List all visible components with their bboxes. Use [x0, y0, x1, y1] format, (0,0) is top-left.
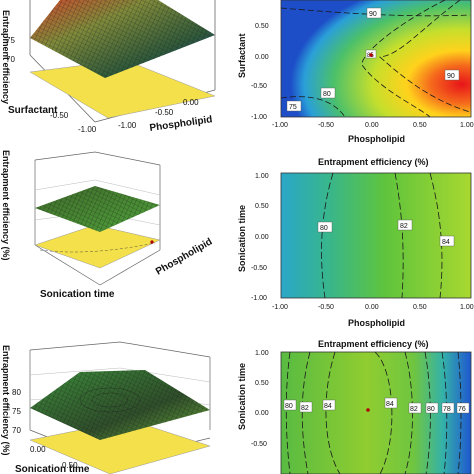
- panel-middle-right-contour: Entrapment efficiency (%) 80 82 84 1.00 …: [237, 157, 474, 328]
- z-axis-label: Entrapment efficiency: [1, 10, 11, 104]
- contour-line: [441, 351, 448, 474]
- z-tick: 75: [6, 36, 15, 45]
- y-axis-label: Sonication time: [40, 289, 115, 300]
- y-tick: 0.00: [255, 234, 269, 241]
- x-tick: 0.00: [183, 98, 199, 107]
- design-point-marker: [369, 53, 373, 57]
- y-tick: -1.00: [251, 295, 267, 302]
- panel-bottom-left-surface: 80 75 70 Entrapment efficiency (%) 0.00 …: [1, 341, 211, 474]
- x-tick: 0.50: [62, 461, 78, 470]
- panel-top-right-contour: 90 85 90 80 75 0.50 0.00 -0.50 -1.00 Sur…: [237, 0, 474, 144]
- y-axis-label: Surfactant: [8, 105, 58, 116]
- y-tick: 0.50: [255, 203, 269, 210]
- contour-line: [301, 351, 311, 474]
- y-axis-label: Sonication time: [237, 363, 247, 430]
- z-axis-label: Entrapment efficiency (%): [1, 345, 11, 456]
- contour-label: 90: [369, 11, 377, 18]
- chart-title: Entrapment efficiency (%): [318, 339, 429, 349]
- contour-line: [424, 351, 431, 474]
- contour-label: 84: [386, 401, 394, 408]
- x-tick: -0.50: [155, 108, 174, 117]
- contour-label: 75: [289, 104, 297, 111]
- x-axis-label: Phospholipid: [348, 134, 405, 144]
- contour-field: [280, 172, 472, 299]
- contour-line: [404, 351, 413, 474]
- y-tick: 1.00: [255, 173, 269, 180]
- contour-field: [280, 351, 472, 474]
- z-tick: 70: [12, 426, 21, 435]
- x-axis-label: Phospholipid: [154, 236, 214, 277]
- y-tick: 1.00: [255, 350, 269, 357]
- y-axis-label: Sonication time: [237, 205, 247, 272]
- x-axis-label: Phospholipid: [348, 318, 405, 328]
- panel-middle-left-surface: Entrapment efficiency (%) Sonication tim…: [1, 150, 214, 300]
- x-tick: 1.00: [460, 122, 474, 129]
- contour-line: [285, 351, 291, 474]
- contour-label: 80: [320, 225, 328, 232]
- x-tick: 0.00: [30, 445, 46, 454]
- x-tick: 0.00: [365, 304, 379, 311]
- design-point-marker: [366, 408, 370, 412]
- y-tick: -1.00: [78, 125, 97, 134]
- x-tick: 1.00: [460, 304, 474, 311]
- z-axis-label: Entrapment efficiency (%): [1, 150, 11, 261]
- x-tick: -1.00: [272, 304, 288, 311]
- contour-label: 82: [301, 405, 309, 412]
- design-point-marker: [150, 240, 154, 244]
- y-tick: -1.00: [251, 114, 267, 121]
- x-tick: 0.50: [413, 122, 427, 129]
- x-tick: -1.00: [272, 122, 288, 129]
- y-tick: 0.00: [255, 410, 269, 417]
- x-tick: 0.50: [413, 304, 427, 311]
- y-axis-label: Surfactant: [237, 33, 247, 78]
- y-tick: 0.50: [255, 23, 269, 30]
- contour-line: [394, 172, 404, 299]
- x-tick: -0.50: [318, 122, 334, 129]
- contour-label: 82: [400, 223, 408, 230]
- contour-label: 76: [458, 406, 466, 413]
- chart-title: Entrapment efficiency (%): [318, 157, 429, 167]
- y-tick: -0.50: [251, 83, 267, 90]
- contour-line: [321, 172, 334, 299]
- contour-line: [280, 96, 346, 118]
- contour-line: [361, 0, 446, 118]
- panel-bottom-right-contour: Entrapment efficiency (%) 80 82 84 84 82…: [237, 339, 472, 474]
- contour-label: 90: [447, 73, 455, 80]
- y-tick: -0.50: [251, 441, 267, 448]
- contour-line: [325, 351, 341, 474]
- contour-label: 78: [443, 406, 451, 413]
- contour-label: 82: [410, 406, 418, 413]
- x-tick: 0.00: [365, 122, 379, 129]
- surface-base: [34, 224, 161, 269]
- y-tick: -0.50: [251, 265, 267, 272]
- contour-label: 80: [285, 403, 293, 410]
- contour-label: 84: [442, 239, 450, 246]
- x-tick: -0.50: [318, 304, 334, 311]
- y-tick: -0.50: [50, 111, 69, 120]
- y-tick: 0.50: [255, 380, 269, 387]
- contour-label: 80: [323, 91, 331, 98]
- contour-label: 80: [427, 406, 435, 413]
- x-axis-label: Phospholipid: [149, 114, 213, 134]
- contour-label: 84: [324, 403, 332, 410]
- x-axis-label: Sonication time: [15, 464, 90, 474]
- y-tick: 0.00: [255, 54, 269, 61]
- z-tick: 70: [6, 55, 15, 64]
- z-tick: 80: [12, 388, 21, 397]
- contour-line: [457, 351, 462, 474]
- contour-line: [379, 0, 471, 113]
- panel-top-left-surface: 75 70 Entrapment efficiency Surfactant -…: [1, 0, 216, 134]
- x-tick: -1.00: [118, 121, 137, 130]
- z-tick: 75: [12, 407, 21, 416]
- contour-line: [374, 351, 393, 474]
- contour-line: [429, 172, 443, 299]
